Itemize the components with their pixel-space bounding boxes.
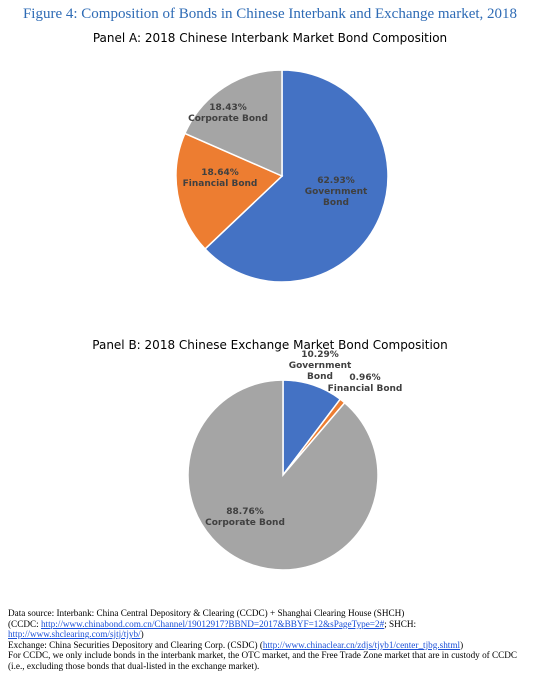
panel-b-government-label: 10.29% Government Bond [289,350,352,382]
panel-a-corporate-label-line: 18.43% [209,103,247,113]
source-line-3: http://www.shclearing.com/sjtj/tjyb/) [8,629,540,640]
panel-b-financial-label-line: 0.96% [349,373,380,383]
source-line-6: (i.e., excluding those bonds that dual-l… [8,660,260,671]
panel-a-pie-chart: 62.93% Government Bond 18.64% Financial Bond… [175,69,389,283]
panel-b-government-label-line: 10.29% [301,350,339,360]
panel-b-corporate-label-line: Corporate Bond [205,518,285,528]
panel-a-financial-label: 18.64% Financial Bond [183,168,258,189]
panel-a-government-slice [203,69,389,283]
panel-a-financial-slice [175,132,284,250]
data-source-note: Data source: Interbank: China Central De… [8,608,540,672]
panel-b-pie-chart: 10.29% Government Bond 0.96% Financial Bond8… [187,350,403,571]
panel-b-government-label-line: Bond [307,372,333,382]
panel-a-government-label-line: Bond [323,198,349,208]
panel-b-financial-label-line: Financial Bond [328,384,403,394]
panel-a-government-label-line: 62.93% [317,176,355,186]
panel-b-corporate-slice [187,379,379,571]
panel-b-corporate-label-line: 88.76% [226,507,264,517]
panel-b-financial-label: 0.96% Financial Bond [328,373,403,394]
panel-a-financial-label-line: 18.64% [201,168,239,178]
source-line-5: For CCDC, we only include bonds in the i… [8,650,518,661]
source-line-1: Data source: Interbank: China Central De… [8,608,405,618]
figure-title: Figure 4: Composition of Bonds in Chines… [22,6,518,22]
source-line-4-suffix: ) [460,639,464,650]
panel-a-government-label-line: Government [305,187,368,197]
panel-a-financial-label-line: Financial Bond [183,179,258,189]
panel-a-title: Panel A: 2018 Chinese Interbank Market B… [92,31,448,45]
panel-b-title: Panel B: 2018 Chinese Exchange Market Bo… [92,338,448,352]
source-line-2: (CCDC: http://www.chinabond.com.cn/Chann… [8,619,540,630]
panel-a-government-label: 62.93% Government Bond [305,176,368,208]
source-line-2-suffix: ; SHCH: [384,618,417,629]
source-line-2-prefix: (CCDC: [8,618,41,629]
source-line-4: Exchange: China Securities Depository an… [8,640,540,651]
panel-b-government-label-line: Government [289,361,352,371]
shch-link[interactable]: http://www.shclearing.com/sjtj/tjyb/ [8,629,141,640]
panel-a-corporate-label-line: Corporate Bond [188,114,268,124]
source-line-4-prefix: Exchange: China Securities Depository an… [8,639,263,650]
ccdc-link[interactable]: http://www.chinabond.com.cn/Channel/1901… [40,618,385,629]
csdc-link[interactable]: http://www.chinaclear.cn/zdjs/tjyb1/cent… [262,639,461,650]
panel-a-corporate-label: 18.43% Corporate Bond [188,103,268,124]
panel-b-corporate-label: 88.76% Corporate Bond [205,507,285,528]
panel-a-corporate-slice [183,69,283,178]
source-line-3-suffix: ) [140,629,144,640]
